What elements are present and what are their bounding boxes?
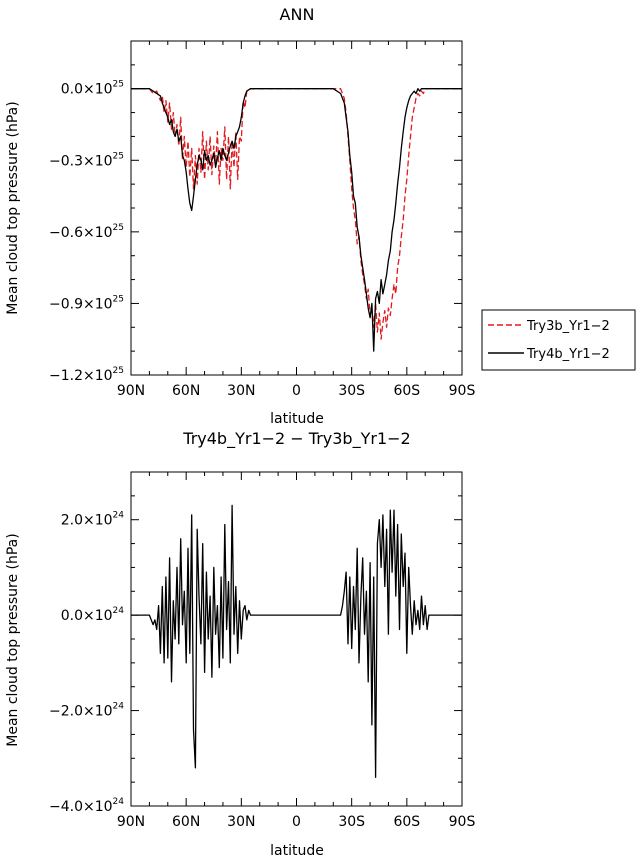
legend-label-try3b: Try3b_Yr1−2 xyxy=(526,319,610,334)
top-series xyxy=(131,88,462,352)
top-y-tick-label: −0.3×1025 xyxy=(49,151,124,169)
y-tick-mantissa: −2.0×10 xyxy=(49,704,113,720)
y-tick-mantissa: 2.0×10 xyxy=(61,513,113,529)
top-series-line xyxy=(131,88,462,340)
bottom-y-axis-label: Mean cloud top pressure (hPa) xyxy=(5,533,21,746)
top-ticks: 90N 60N 30N 0 30S 60S 90S0.0×1025−0.3×1025−0.6… xyxy=(49,40,476,399)
panel-bottom: Try4b_Yr1−2 − Try3b_Yr1−2 latitude Mean … xyxy=(5,429,475,859)
bottom-chart-title: Try4b_Yr1−2 − Try3b_Yr1−2 xyxy=(182,429,410,449)
y-tick-exponent: 25 xyxy=(113,294,124,304)
top-x-tick-label: 60S xyxy=(393,383,420,399)
bottom-series-line xyxy=(131,504,462,779)
y-tick-exponent: 25 xyxy=(113,151,124,161)
y-tick-mantissa: −0.9×10 xyxy=(49,296,113,312)
y-tick-mantissa: −4.0×10 xyxy=(49,799,113,815)
top-y-tick-label: −1.2×1025 xyxy=(49,366,124,384)
top-x-tick-label: 30S xyxy=(338,383,365,399)
bottom-ticks: 90N 60N 30N 0 30S 60S 90S2.0×10240.0×1024−2.0×… xyxy=(49,471,476,830)
top-x-axis-label: latitude xyxy=(270,411,324,427)
bottom-x-tick-label: 30S xyxy=(338,814,365,830)
bottom-y-tick-label: −2.0×1024 xyxy=(49,702,124,720)
y-tick-exponent: 24 xyxy=(113,511,125,521)
bottom-y-tick-label: 2.0×1024 xyxy=(61,511,125,529)
top-series-line xyxy=(131,88,462,352)
bottom-x-tick-label: 60N xyxy=(172,814,200,830)
top-y-axis-label: Mean cloud top pressure (hPa) xyxy=(5,101,21,314)
bottom-series xyxy=(131,504,462,779)
y-tick-exponent: 25 xyxy=(113,80,124,90)
bottom-x-axis-label: latitude xyxy=(270,843,324,859)
y-tick-exponent: 24 xyxy=(113,606,125,616)
top-y-tick-label: −0.6×1025 xyxy=(49,223,124,241)
y-tick-mantissa: 0.0×10 xyxy=(61,608,113,624)
bottom-x-tick-label: 90S xyxy=(449,814,476,830)
legend-box xyxy=(481,309,636,371)
top-x-tick-label: 30N xyxy=(227,383,255,399)
bottom-x-tick-label: 30N xyxy=(227,814,255,830)
bottom-x-tick-label: 60S xyxy=(393,814,420,830)
bottom-y-tick-label: −4.0×1024 xyxy=(49,797,124,815)
y-tick-exponent: 24 xyxy=(113,797,125,807)
panel-top: ANN latitude Mean cloud top pressure (hP… xyxy=(5,5,475,427)
y-tick-mantissa: −1.2×10 xyxy=(49,368,113,384)
top-x-tick-label: 90N xyxy=(117,383,145,399)
y-tick-exponent: 25 xyxy=(113,366,124,376)
top-plot-frame xyxy=(130,40,463,376)
bottom-plot-frame xyxy=(130,471,463,807)
y-tick-exponent: 24 xyxy=(113,702,125,712)
top-y-tick-label: −0.9×1025 xyxy=(49,294,124,312)
top-y-tick-label: 0.0×1025 xyxy=(61,80,124,98)
bottom-x-tick-label: 90N xyxy=(117,814,145,830)
legend: Try3b_Yr1−2 Try4b_Yr1−2 xyxy=(481,309,636,371)
y-tick-mantissa: −0.3×10 xyxy=(49,153,113,169)
top-x-tick-label: 90S xyxy=(449,383,476,399)
bottom-x-tick-label: 0 xyxy=(292,814,301,830)
top-chart-title: ANN xyxy=(280,5,315,24)
y-tick-mantissa: −0.6×10 xyxy=(49,225,113,241)
top-x-tick-label: 60N xyxy=(172,383,200,399)
y-tick-exponent: 25 xyxy=(113,223,124,233)
bottom-y-tick-label: 0.0×1024 xyxy=(61,606,125,624)
legend-label-try4b: Try4b_Yr1−2 xyxy=(526,347,610,362)
y-tick-mantissa: 0.0×10 xyxy=(61,82,113,98)
top-x-tick-label: 0 xyxy=(292,383,301,399)
